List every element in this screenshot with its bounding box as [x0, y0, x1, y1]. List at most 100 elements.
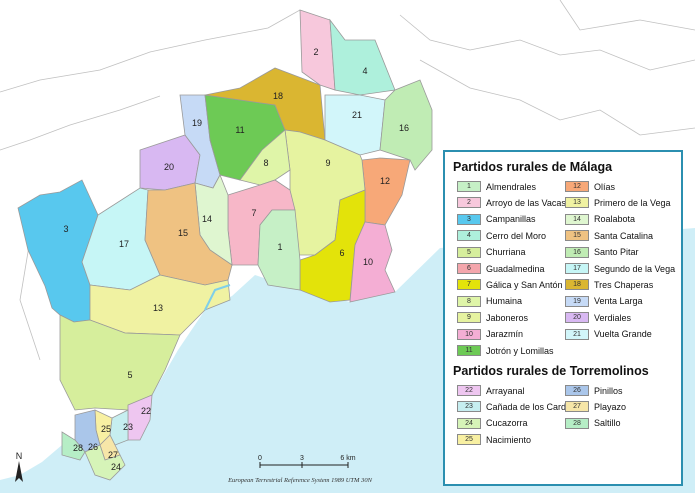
- region-label-18: 18: [273, 91, 283, 101]
- legend-item-14: 14 Roalabota: [565, 213, 635, 226]
- legend-swatch: 7: [457, 279, 481, 291]
- region-label-4: 4: [362, 66, 367, 76]
- legend-item-22: 22 Arrayanal: [457, 384, 525, 397]
- guadalhorce-river: [204, 284, 231, 311]
- region-16: [379, 79, 433, 171]
- legend-swatch: 28: [565, 417, 589, 429]
- legend-label: Jaboneros: [486, 312, 529, 323]
- scale-tick-0: 0: [258, 455, 262, 462]
- region-label-8: 8: [263, 158, 268, 168]
- legend-swatch: 5: [457, 246, 481, 258]
- region-label-26: 26: [88, 442, 98, 452]
- region-label-13: 13: [153, 303, 163, 313]
- legend-swatch: 18: [565, 279, 589, 291]
- legend-swatch: 14: [565, 213, 589, 225]
- region-label-23: 23: [123, 422, 133, 432]
- legend-item-15: 15 Santa Catalina: [565, 229, 653, 242]
- map-credit: European Terrestrial Reference System 19…: [227, 477, 372, 484]
- region-label-7: 7: [251, 208, 256, 218]
- region-label-27: 27: [108, 450, 118, 460]
- legend-item-11: 11 Jotrón y Lomillas: [457, 344, 554, 357]
- region-28: [61, 431, 86, 461]
- legend-swatch: 25: [457, 434, 481, 446]
- region-label-21: 21: [352, 110, 362, 120]
- region-label-14: 14: [202, 214, 212, 224]
- legend-swatch: 19: [565, 295, 589, 307]
- regions: [17, 9, 433, 481]
- region-10: [349, 221, 396, 303]
- legend-swatch: 23: [457, 401, 481, 413]
- region-6: [299, 189, 366, 303]
- north-label: N: [16, 451, 23, 461]
- north-arrow-icon: N: [15, 451, 23, 482]
- region-label-24: 24: [111, 462, 121, 472]
- legend-item-28: 28 Saltillo: [565, 417, 621, 430]
- legend-label: Cañada de los Cardos: [486, 401, 576, 412]
- legend-swatch: 16: [565, 246, 589, 258]
- legend-label: Guadalmedina: [486, 263, 545, 274]
- legend-label: Verdiales: [594, 312, 632, 323]
- legend-item-20: 20 Verdiales: [565, 311, 631, 324]
- legend-title-torremolinos: Partidos rurales de Torremolinos: [453, 364, 649, 378]
- legend-item-5: 5 Churriana: [457, 246, 526, 259]
- legend-item-10: 10 Jarazmín: [457, 328, 523, 341]
- legend-item-2: 2 Arroyo de las Vacas: [457, 196, 566, 209]
- legend-item-27: 27 Playazo: [565, 400, 626, 413]
- region-15: [144, 182, 233, 286]
- legend-swatch: 3: [457, 213, 481, 225]
- legend-label: Jotrón y Lomillas: [486, 345, 554, 356]
- scale-tick-3: 3: [300, 455, 304, 462]
- legend-swatch: 12: [565, 181, 589, 192]
- region-label-28: 28: [73, 443, 83, 453]
- legend-label: Jarazmín: [486, 329, 524, 340]
- legend-swatch: 21: [565, 328, 589, 340]
- legend-label: Santo Pitar: [594, 247, 639, 258]
- region-label-9: 9: [325, 158, 330, 168]
- legend-label: Saltillo: [594, 418, 621, 429]
- legend: Partidos rurales de Málaga 1 Almendrales 2…: [443, 150, 683, 486]
- legend-swatch: 20: [565, 312, 589, 324]
- region-label-11: 11: [235, 125, 244, 135]
- legend-item-24: 24 Cucazorra: [457, 417, 528, 430]
- legend-label: Cucazorra: [486, 418, 528, 429]
- legend-label: Churriana: [486, 247, 526, 258]
- region-label-1: 1: [277, 242, 282, 252]
- legend-label: Roalabota: [594, 214, 636, 225]
- legend-swatch: 6: [457, 263, 481, 274]
- legend-item-8: 8 Humaina: [457, 295, 522, 308]
- scale-tick-6: 6 km: [340, 455, 355, 462]
- region-label-12: 12: [380, 176, 390, 186]
- legend-item-19: 19 Venta Larga: [565, 295, 643, 308]
- region-label-19: 19: [192, 118, 202, 128]
- legend-swatch: 8: [457, 295, 481, 307]
- legend-item-7: 7 Gálica y San Antón: [457, 278, 563, 291]
- region-5: [59, 314, 181, 411]
- legend-label: Playazo: [594, 401, 627, 412]
- legend-label: Gálica y San Antón: [486, 279, 563, 290]
- legend-item-17: 17 Segundo de la Vega: [565, 262, 675, 275]
- region-label-6: 6: [339, 248, 344, 258]
- legend-swatch: 4: [457, 230, 481, 242]
- legend-label: Pinillos: [594, 385, 623, 396]
- legend-swatch: 10: [457, 328, 481, 340]
- legend-item-18: 18 Tres Chaperas: [565, 278, 653, 291]
- region-label-2: 2: [313, 47, 318, 57]
- legend-label: Cerro del Moro: [486, 230, 547, 241]
- region-label-22: 22: [141, 406, 151, 416]
- legend-item-21: 21 Vuelta Grande: [565, 328, 652, 341]
- legend-label: Almendrales: [486, 181, 537, 192]
- legend-label: Arrayanal: [486, 385, 525, 396]
- legend-item-4: 4 Cerro del Moro: [457, 229, 546, 242]
- legend-label: Humaina: [486, 296, 523, 307]
- legend-label: Campanillas: [486, 214, 536, 225]
- region-label-17: 17: [119, 239, 129, 249]
- scale-bar: 0 3 6 km: [258, 455, 356, 468]
- legend-item-25: 25 Nacimiento: [457, 433, 531, 446]
- legend-item-12: 12 Olías: [565, 180, 615, 193]
- legend-swatch: 2: [457, 197, 481, 209]
- region-label-16: 16: [399, 123, 409, 133]
- legend-label: Tres Chaperas: [594, 279, 654, 290]
- legend-label: Santa Catalina: [594, 230, 654, 241]
- legend-label: Vuelta Grande: [594, 329, 652, 340]
- legend-swatch: 17: [565, 263, 589, 274]
